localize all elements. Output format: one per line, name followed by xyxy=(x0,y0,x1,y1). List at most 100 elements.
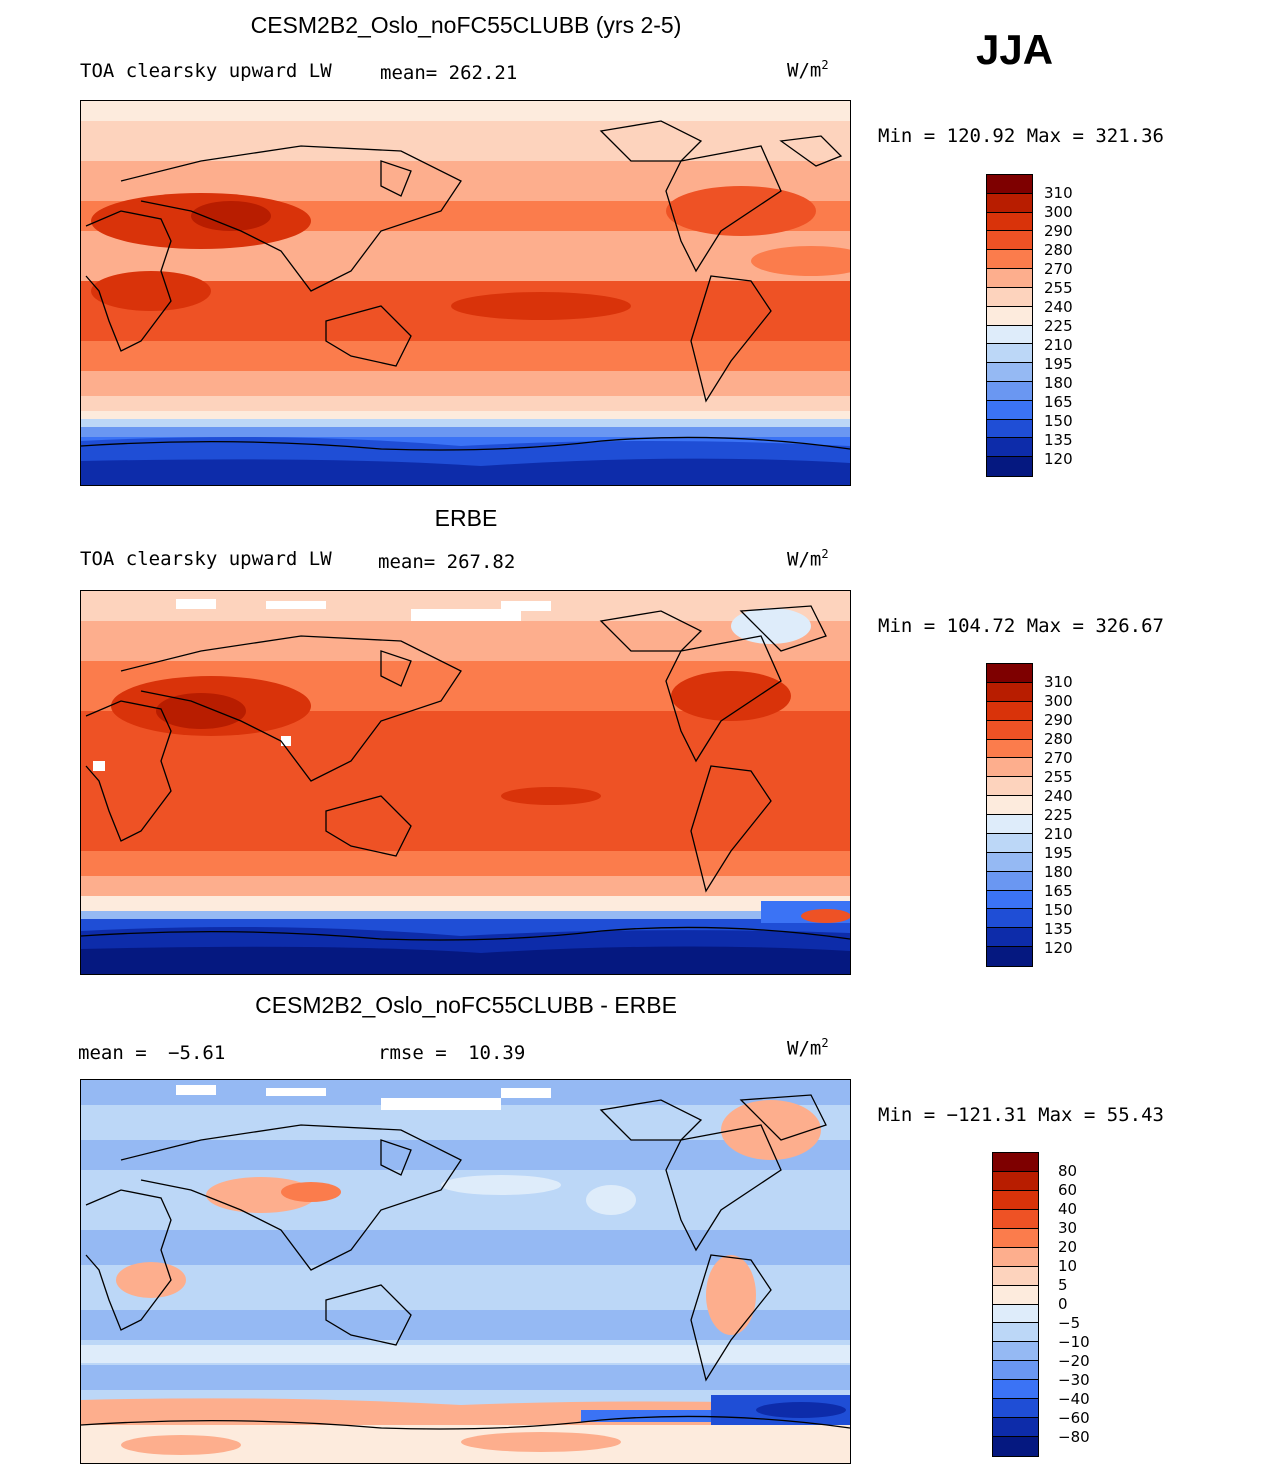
panel3-colorbar-bin xyxy=(993,1361,1038,1381)
panel1-mean-label: mean= xyxy=(380,62,438,84)
cbar-tick: 270 xyxy=(1044,749,1073,767)
panel3-map-svg xyxy=(81,1080,850,1463)
cbar-tick: 255 xyxy=(1044,279,1073,297)
cbar-tick: 30 xyxy=(1058,1219,1078,1237)
panel1-colorbar-bin xyxy=(987,344,1032,364)
cbar-tick: 310 xyxy=(1044,673,1073,691)
panel2-units-base: W/m xyxy=(787,548,822,571)
panel1-units-base: W/m xyxy=(787,59,822,82)
panel1-colorbar-bin xyxy=(987,231,1032,251)
panel3-colorbar-bin xyxy=(993,1342,1038,1362)
panel3-colorbar-bin xyxy=(993,1418,1038,1438)
cbar-tick: 300 xyxy=(1044,203,1073,221)
panel2-map xyxy=(80,590,851,975)
panel3-rmse-value: 10.39 xyxy=(468,1042,526,1064)
cbar-tick: 180 xyxy=(1044,374,1073,392)
panel3-rmse-label: rmse = xyxy=(378,1042,447,1064)
panel2-colorbar-bin xyxy=(987,664,1032,683)
cbar-tick: 120 xyxy=(1044,939,1073,957)
panel1-units-exp: 2 xyxy=(821,58,829,72)
panel2-colorbar-bin xyxy=(987,758,1032,778)
panel2-colorbar-bin xyxy=(987,833,1032,853)
panel2-colorbar-bin xyxy=(987,909,1032,929)
panel2-minmax: Min = 104.72 Max = 326.67 xyxy=(878,615,1164,637)
panel1-colorbar-bin xyxy=(987,306,1032,326)
panel2-mean-value: 267.82 xyxy=(446,551,516,573)
panel3-colorbar-bin xyxy=(993,1209,1038,1229)
cbar-tick: 280 xyxy=(1044,241,1073,259)
panel2-colorbar-bin xyxy=(987,815,1032,834)
panel1-colorbar-bin xyxy=(987,193,1032,213)
cbar-tick: 135 xyxy=(1044,431,1073,449)
cbar-tick: 225 xyxy=(1044,317,1073,335)
cbar-tick: 150 xyxy=(1044,412,1073,430)
panel2-colorbar-bin xyxy=(987,871,1032,891)
panel3-title: CESM2B2_Oslo_noFC55CLUBB - ERBE xyxy=(255,992,677,1018)
panel2-mean-label: mean= xyxy=(378,551,436,573)
panel3-colorbar-bin xyxy=(993,1247,1038,1267)
panel3-units: W/m2 xyxy=(787,1036,829,1059)
panel3-colorbar-bin xyxy=(993,1228,1038,1248)
cbar-tick: 270 xyxy=(1044,260,1073,278)
cbar-tick: 300 xyxy=(1044,692,1073,710)
cbar-tick: −40 xyxy=(1058,1390,1090,1408)
panel1-mean: mean= 262.21 xyxy=(380,62,517,84)
panel2-colorbar-bin xyxy=(987,682,1032,702)
panel2-colorbar xyxy=(986,663,1033,967)
cbar-tick: 0 xyxy=(1058,1295,1068,1313)
panel1-map-svg xyxy=(81,101,850,485)
panel1-variable: TOA clearsky upward LW xyxy=(80,60,332,82)
cbar-tick: −30 xyxy=(1058,1371,1090,1389)
panel1-colorbar-bin xyxy=(987,250,1032,270)
cbar-tick: 5 xyxy=(1058,1276,1068,1294)
panel3-mean: mean = −5.61 xyxy=(78,1042,225,1064)
panel3-colorbar-bin xyxy=(993,1437,1038,1456)
cbar-tick: 165 xyxy=(1044,393,1073,411)
panel2-colorbar-bin xyxy=(987,739,1032,759)
panel1-colorbar xyxy=(986,174,1033,477)
panel2-colorbar-bin xyxy=(987,852,1032,872)
panel1-title: CESM2B2_Oslo_noFC55CLUBB (yrs 2-5) xyxy=(250,12,682,38)
cbar-tick: 195 xyxy=(1044,355,1073,373)
panel3-colorbar xyxy=(992,1152,1039,1457)
cbar-tick: 60 xyxy=(1058,1181,1078,1199)
cbar-tick: −60 xyxy=(1058,1409,1090,1427)
panel2-title: ERBE xyxy=(434,505,498,531)
cbar-tick: 40 xyxy=(1058,1200,1078,1218)
panel3-mean-value: −5.61 xyxy=(168,1042,226,1064)
panel1-colorbar-bin xyxy=(987,287,1032,307)
panel1-colorbar-bin xyxy=(987,175,1032,194)
panel1-colorbar-bin xyxy=(987,363,1032,382)
panel1-colorbar-bin xyxy=(987,438,1032,458)
cbar-tick: 240 xyxy=(1044,298,1073,316)
panel1-colorbar-bin xyxy=(987,212,1032,232)
panel3-colorbar-bin xyxy=(993,1304,1038,1324)
panel3-colorbar-bin xyxy=(993,1190,1038,1210)
cbar-tick: 20 xyxy=(1058,1238,1078,1256)
panel3-rmse: rmse = 10.39 xyxy=(378,1042,525,1064)
cbar-tick: 120 xyxy=(1044,450,1073,468)
cbar-tick: 210 xyxy=(1044,336,1073,354)
panel1-colorbar-bin xyxy=(987,269,1032,288)
panel2-map-svg xyxy=(81,591,850,974)
panel3-map xyxy=(80,1079,851,1464)
panel2-colorbar-bin xyxy=(987,796,1032,815)
cbar-tick: 135 xyxy=(1044,920,1073,938)
panel1-mean-value: 262.21 xyxy=(448,62,518,84)
cbar-tick: −80 xyxy=(1058,1428,1090,1446)
panel1-units: W/m2 xyxy=(787,58,829,81)
cbar-tick: 240 xyxy=(1044,787,1073,805)
cbar-tick: 310 xyxy=(1044,184,1073,202)
cbar-tick: 210 xyxy=(1044,825,1073,843)
panel1-minmax: Min = 120.92 Max = 321.36 xyxy=(878,125,1164,147)
cbar-tick: 290 xyxy=(1044,711,1073,729)
panel2-colorbar-bin xyxy=(987,928,1032,948)
cbar-tick: 165 xyxy=(1044,882,1073,900)
panel1-colorbar-bin xyxy=(987,457,1032,476)
panel2-mean: mean= 267.82 xyxy=(378,551,515,573)
panel2-units-exp: 2 xyxy=(821,547,829,561)
cbar-tick: 80 xyxy=(1058,1162,1078,1180)
cbar-tick: −10 xyxy=(1058,1333,1090,1351)
panel2-colorbar-bin xyxy=(987,947,1032,966)
panel2-colorbar-bin xyxy=(987,701,1032,721)
